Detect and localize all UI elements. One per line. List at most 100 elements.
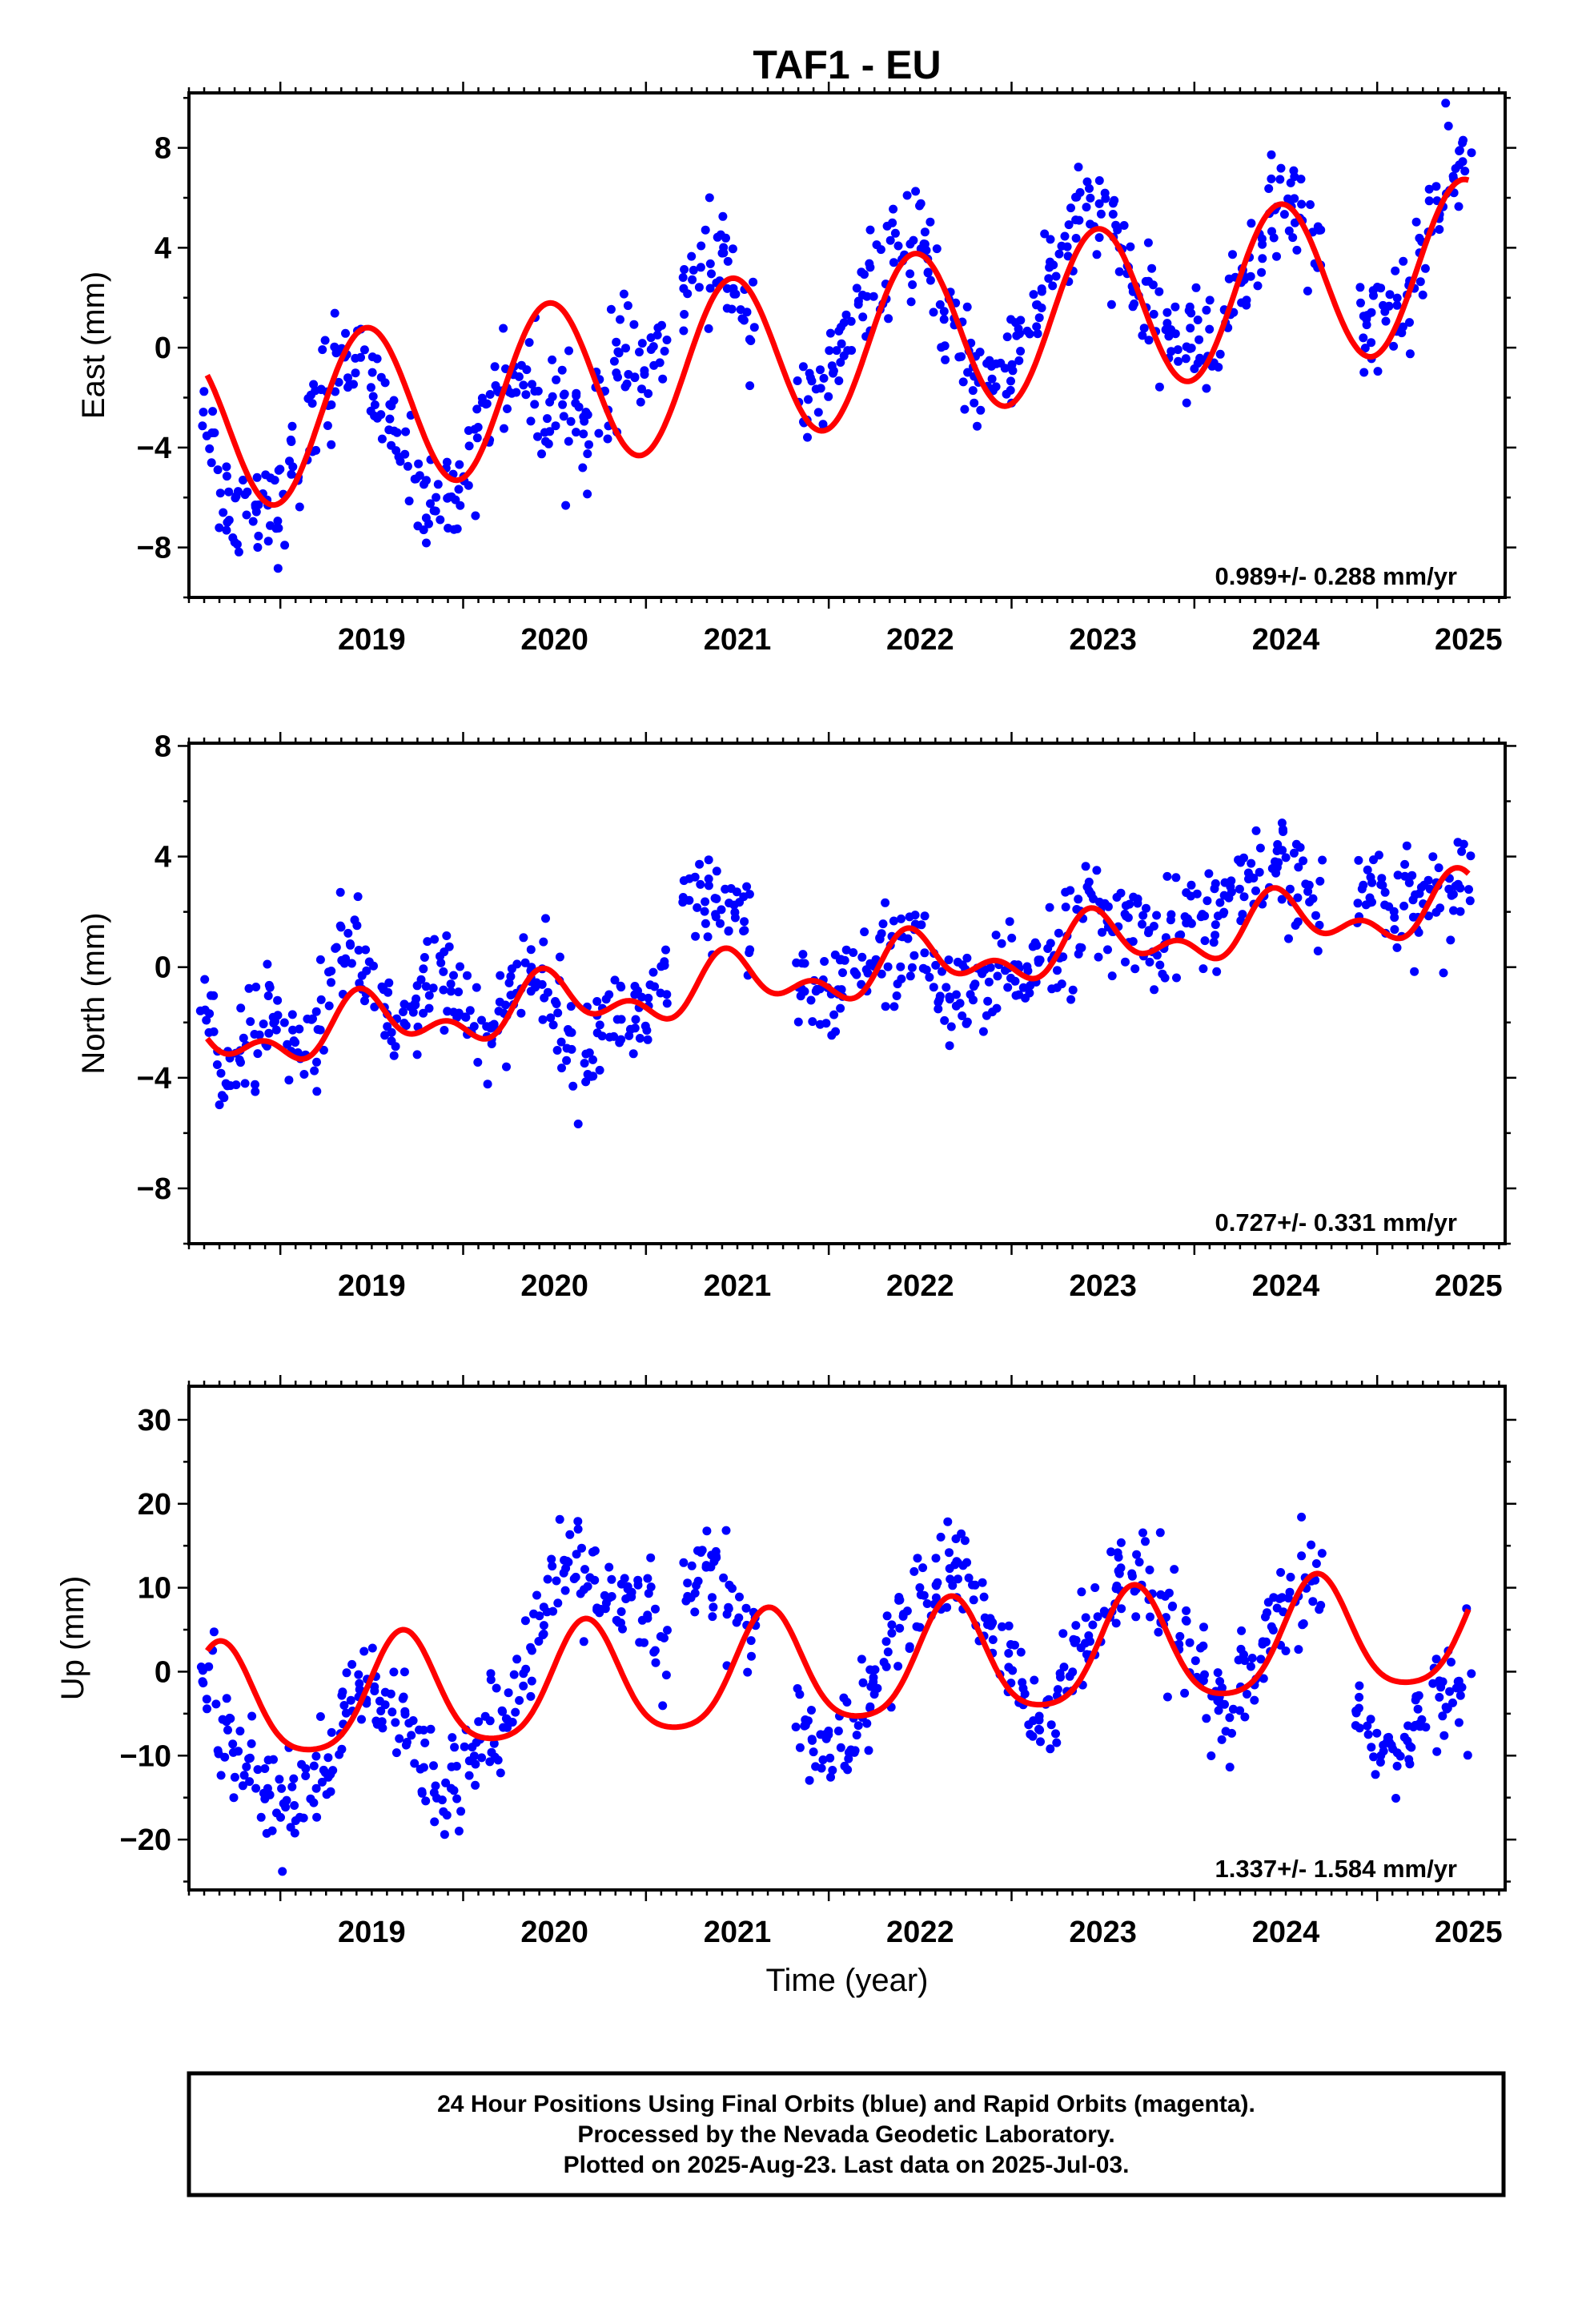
east-data-point <box>889 258 898 267</box>
up-data-point <box>198 1677 207 1687</box>
north-data-point <box>1092 866 1102 875</box>
north-data-point <box>1211 931 1220 940</box>
north-panel: 2019 2020 2021 2022 2023 2024 2025 −8 −4 0 4 8 North… <box>76 730 1516 1303</box>
east-y-axis-label: East (mm) <box>76 271 111 419</box>
east-data-point <box>616 315 624 324</box>
east-data-point <box>594 428 604 438</box>
east-data-point <box>559 412 568 421</box>
north-data-point <box>1210 884 1219 894</box>
north-data-point <box>1236 858 1245 867</box>
east-data-point <box>1114 267 1124 276</box>
up-data-point <box>1376 1751 1386 1760</box>
east-data-point <box>658 374 668 384</box>
east-data-point <box>968 386 978 396</box>
up-data-point <box>1308 1597 1318 1606</box>
north-data-point <box>347 959 356 968</box>
north-data-point <box>1293 917 1303 927</box>
east-data-point <box>1418 290 1427 300</box>
north-data-point <box>1435 903 1445 913</box>
east-data-point <box>222 462 231 472</box>
up-data-point <box>1175 1631 1185 1641</box>
north-data-point <box>357 971 367 980</box>
up-data-point <box>1117 1604 1126 1614</box>
east-data-point <box>836 358 845 367</box>
up-data-point <box>1414 1691 1423 1700</box>
east-data-point <box>1126 242 1135 251</box>
east-data-point <box>1313 222 1323 231</box>
up-data-point <box>1132 1550 1142 1559</box>
north-data-point <box>1152 911 1162 920</box>
up-data-point <box>931 1554 941 1563</box>
east-data-point <box>543 414 552 424</box>
east-data-point <box>1405 349 1415 359</box>
north-data-point <box>287 1010 297 1019</box>
up-data-point <box>1213 1668 1223 1678</box>
north-data-point <box>1116 888 1126 898</box>
north-data-point <box>812 984 821 994</box>
east-data-point <box>1060 231 1070 241</box>
north-data-point <box>1277 818 1287 828</box>
north-data-point <box>1203 896 1212 906</box>
east-data-point <box>1066 203 1075 213</box>
up-data-point <box>850 1746 860 1755</box>
north-data-point <box>387 1036 396 1046</box>
north-data-point <box>353 892 363 902</box>
east-data-point <box>749 277 758 287</box>
up-data-point <box>711 1551 721 1561</box>
east-data-point <box>852 283 861 293</box>
north-data-point <box>1278 846 1287 855</box>
east-data-point <box>351 368 360 378</box>
east-data-point <box>558 400 568 409</box>
up-data-point <box>957 1529 966 1538</box>
north-data-point <box>265 983 275 992</box>
east-data-point <box>366 383 375 392</box>
up-data-point <box>526 1642 536 1652</box>
east-data-point <box>1162 308 1172 317</box>
north-data-point <box>327 967 336 975</box>
up-data-point <box>335 1750 344 1759</box>
east-data-point <box>939 307 949 316</box>
up-data-point <box>410 1759 420 1768</box>
east-data-point <box>1186 308 1196 318</box>
up-data-point <box>503 1723 512 1732</box>
up-data-point <box>1447 1658 1456 1667</box>
up-data-point <box>693 1546 702 1555</box>
east-data-point <box>1253 281 1263 291</box>
north-data-point <box>1150 985 1159 995</box>
east-data-point <box>1209 358 1219 368</box>
up-data-point <box>1246 1662 1255 1671</box>
north-data-point <box>1434 863 1443 873</box>
east-data-point <box>367 368 377 377</box>
east-data-point <box>222 525 231 535</box>
east-data-point <box>739 316 749 325</box>
up-data-point <box>708 1593 717 1602</box>
up-data-point <box>724 1602 733 1612</box>
north-data-point <box>399 1007 408 1016</box>
north-data-point <box>1380 887 1390 897</box>
up-data-point <box>492 1683 501 1693</box>
up-data-point <box>915 1622 925 1632</box>
up-data-point <box>735 1592 744 1602</box>
east-data-point <box>521 390 531 400</box>
up-data-point <box>708 1612 717 1622</box>
up-data-point <box>277 1783 287 1793</box>
up-data-point <box>395 1734 404 1743</box>
north-data-point <box>312 1087 322 1096</box>
north-data-point <box>693 903 702 912</box>
north-data-point <box>439 967 448 976</box>
east-x-tick-label: 2020 <box>520 623 588 657</box>
up-data-point <box>355 1679 364 1688</box>
east-data-point <box>888 218 897 227</box>
north-data-point <box>605 1032 614 1042</box>
north-data-point <box>1121 957 1130 967</box>
north-data-point <box>881 1002 890 1011</box>
up-data-point <box>547 1554 556 1564</box>
north-data-point <box>236 1003 246 1013</box>
east-data-point <box>356 352 365 362</box>
north-data-point <box>644 993 653 1003</box>
east-data-point <box>208 407 218 416</box>
up-data-point <box>532 1590 541 1600</box>
up-data-point <box>346 1695 355 1705</box>
up-data-point <box>213 1746 223 1755</box>
north-data-point <box>829 1010 839 1019</box>
